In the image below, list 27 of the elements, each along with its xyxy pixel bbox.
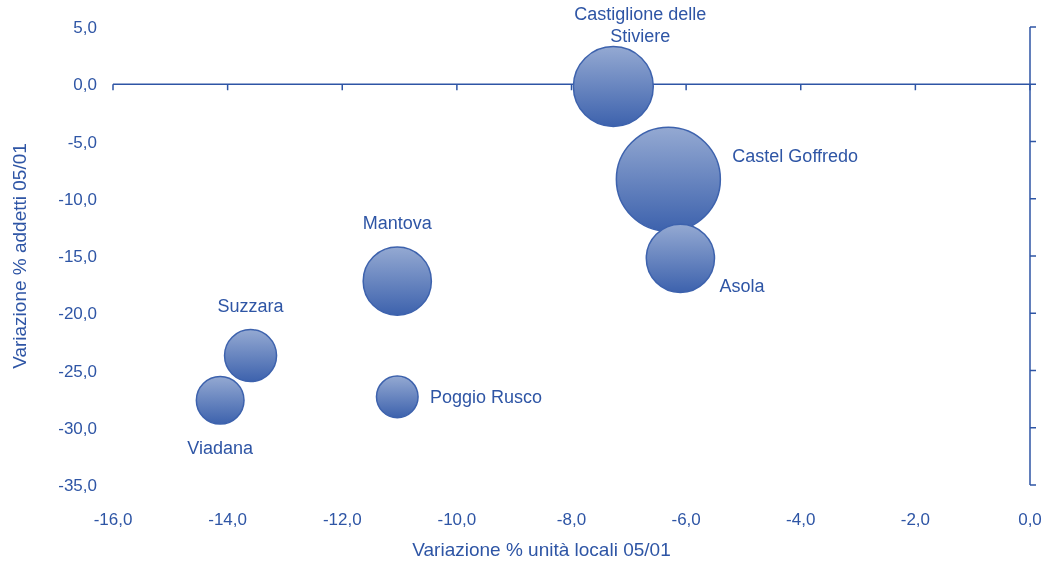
y-tick-label: -20,0 xyxy=(58,304,97,324)
y-tick-label: -35,0 xyxy=(58,476,97,495)
x-tick-label: -4,0 xyxy=(786,510,816,529)
x-tick-label: 0,0 xyxy=(1018,510,1042,529)
series-label: Castiglione delle Stiviere xyxy=(574,4,707,46)
y-tick-label: -25,0 xyxy=(58,361,97,381)
y-tick-label: -5,0 xyxy=(67,132,97,152)
x-tick-label: -12,0 xyxy=(322,510,362,529)
x-tick-label: -8,0 xyxy=(556,510,587,529)
series-label: Poggio Rusco xyxy=(430,386,543,407)
y-tick-label: -30,0 xyxy=(58,418,97,438)
x-axis-title: Variazione % unità locali 05/01 xyxy=(412,539,671,560)
x-tick-label: -10,0 xyxy=(437,510,477,529)
x-tick-label: -14,0 xyxy=(208,510,247,529)
y-axis-title: Variazione % addetti 05/01 xyxy=(9,143,30,369)
y-tick-label: -10,0 xyxy=(58,189,97,209)
series-label: Asola xyxy=(719,276,766,297)
series-label: Castel Goffredo xyxy=(732,145,859,166)
x-tick-label: -16,0 xyxy=(93,510,133,529)
y-tick-label: 5,0 xyxy=(73,18,97,37)
series-label: Viadana xyxy=(187,438,255,459)
x-tick-label: -2,0 xyxy=(900,510,931,529)
y-tick-label: -15,0 xyxy=(58,247,97,266)
series-label: Suzzara xyxy=(217,295,285,316)
y-tick-label: 0,0 xyxy=(73,75,97,95)
x-tick-label: -6,0 xyxy=(671,510,701,529)
series-label: Mantova xyxy=(362,213,433,234)
